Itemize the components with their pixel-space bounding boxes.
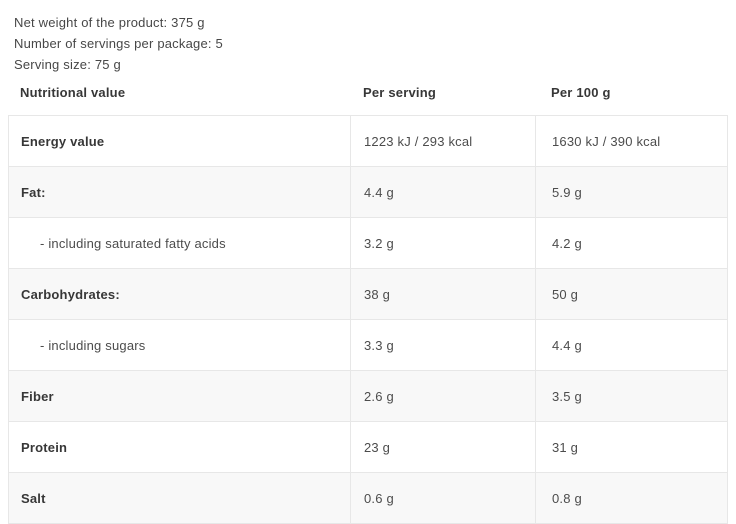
row-label: Carbohydrates: bbox=[21, 286, 120, 302]
table-row-carbohydrates: Carbohydrates: 38 g 50 g bbox=[9, 269, 727, 320]
per-serving-value: 3.2 g bbox=[350, 218, 535, 268]
per-100g-value: 31 g bbox=[535, 422, 727, 472]
per-serving-value: 38 g bbox=[350, 269, 535, 319]
per-serving-value: 0.6 g bbox=[350, 473, 535, 523]
per-serving-value: 3.3 g bbox=[350, 320, 535, 370]
net-weight-text: Net weight of the product: 375 g bbox=[14, 15, 205, 30]
table-row-fiber: Fiber 2.6 g 3.5 g bbox=[9, 371, 727, 422]
row-label: - including saturated fatty acids bbox=[40, 235, 226, 251]
table-row-protein: Protein 23 g 31 g bbox=[9, 422, 727, 473]
table-row-salt: Salt 0.6 g 0.8 g bbox=[9, 473, 727, 524]
per-serving-value: 2.6 g bbox=[350, 371, 535, 421]
header-per-100g: Per 100 g bbox=[551, 85, 611, 100]
per-100g-value: 50 g bbox=[535, 269, 727, 319]
serving-size-text: Serving size: 75 g bbox=[14, 57, 121, 72]
table-row-energy: Energy value 1223 kJ / 293 kcal 1630 kJ … bbox=[9, 116, 727, 167]
table-row-fat: Fat: 4.4 g 5.9 g bbox=[9, 167, 727, 218]
row-label: Fiber bbox=[21, 388, 54, 404]
per-100g-value: 5.9 g bbox=[535, 167, 727, 217]
per-100g-value: 4.2 g bbox=[535, 218, 727, 268]
per-serving-value: 4.4 g bbox=[350, 167, 535, 217]
row-label: Protein bbox=[21, 439, 68, 455]
per-serving-value: 23 g bbox=[350, 422, 535, 472]
row-label: Salt bbox=[21, 490, 46, 506]
per-serving-value: 1223 kJ / 293 kcal bbox=[350, 116, 535, 166]
header-nutritional-value: Nutritional value bbox=[20, 85, 126, 100]
row-label: Fat: bbox=[21, 184, 46, 200]
row-label: Energy value bbox=[21, 133, 105, 149]
table-row-saturated-fat: - including saturated fatty acids 3.2 g … bbox=[9, 218, 727, 269]
header-per-serving: Per serving bbox=[363, 85, 437, 100]
table-header-row: Nutritional value Per serving Per 100 g bbox=[8, 85, 728, 100]
per-100g-value: 0.8 g bbox=[535, 473, 727, 523]
per-100g-value: 3.5 g bbox=[535, 371, 727, 421]
row-label: - including sugars bbox=[40, 337, 146, 353]
table-row-sugars: - including sugars 3.3 g 4.4 g bbox=[9, 320, 727, 371]
product-info: Net weight of the product: 375 g Number … bbox=[0, 0, 736, 75]
servings-per-package-text: Number of servings per package: 5 bbox=[14, 36, 223, 51]
nutrition-table: Energy value 1223 kJ / 293 kcal 1630 kJ … bbox=[8, 115, 728, 524]
per-100g-value: 1630 kJ / 390 kcal bbox=[535, 116, 727, 166]
per-100g-value: 4.4 g bbox=[535, 320, 727, 370]
